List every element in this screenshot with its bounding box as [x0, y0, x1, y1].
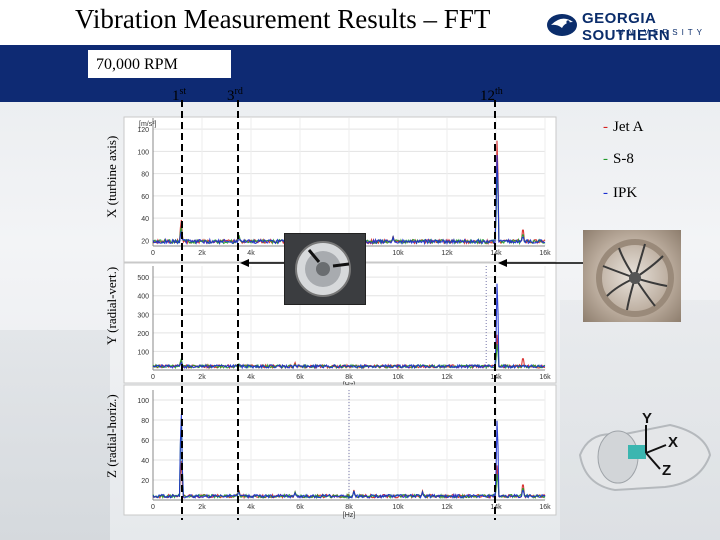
x-tick-label: 10k: [392, 504, 404, 511]
legend-swatch-jet-a: -: [603, 119, 608, 135]
cad-axis-x-label: X: [668, 434, 678, 451]
legend-item-ipk: - IPK: [603, 185, 637, 202]
x-tick-label: 2k: [198, 250, 206, 257]
y-tick-label: 40: [141, 216, 149, 223]
x-tick-label: 4k: [247, 250, 255, 257]
logo-text-university: UNIVERSITY: [618, 28, 707, 37]
background-building-right: [560, 300, 720, 540]
y-tick-label: 100: [137, 149, 149, 156]
x-tick-label: 16k: [539, 250, 551, 257]
legend-item-s8: - S-8: [603, 151, 634, 168]
series-line-ipk: [152, 413, 546, 500]
x-tick-label: 0: [151, 374, 155, 381]
y-tick-label: 400: [137, 294, 149, 301]
cad-axis-y-label: Y: [642, 410, 652, 427]
y-tick-label: 200: [137, 331, 149, 338]
y-tick-label: 300: [137, 312, 149, 319]
x-tick-label: 12k: [441, 504, 453, 511]
harmonic-label-12th: 12th: [480, 86, 503, 104]
legend-swatch-ipk: -: [603, 185, 608, 201]
x-tick-label: 0: [151, 250, 155, 257]
blade-photo: [284, 233, 366, 305]
y-tick-label: 80: [141, 418, 149, 425]
x-tick-label: 12k: [441, 250, 453, 257]
background-building-left: [0, 330, 110, 540]
eagle-logo-icon: [547, 14, 577, 36]
legend-label: S-8: [613, 151, 634, 167]
x-tick-label: 6k: [296, 374, 304, 381]
slide-title: Vibration Measurement Results – FFT: [75, 4, 491, 34]
x-tick-label: 16k: [539, 504, 551, 511]
rpm-label-box: [88, 50, 231, 78]
x-tick-label: 2k: [198, 374, 206, 381]
rpm-label: 70,000 RPM: [96, 56, 178, 73]
x-tick-label: 16k: [539, 374, 551, 381]
turbine-wheel-photo: [583, 230, 681, 322]
y-tick-label: 40: [141, 458, 149, 465]
series-line-ipk: [152, 283, 546, 370]
y-tick-label: 100: [137, 349, 149, 356]
y-unit-label: [m/s²]: [139, 121, 157, 128]
legend-label: IPK: [613, 185, 638, 201]
x-tick-label: 4k: [247, 504, 255, 511]
harmonic-label-3rd: 3rd: [227, 86, 243, 104]
x-tick-label: 14k: [490, 504, 502, 511]
y-tick-label: 120: [137, 127, 149, 134]
y-tick-label: 500: [137, 275, 149, 282]
cad-axis-z-label: Z: [662, 462, 671, 479]
legend-swatch-s8: -: [603, 151, 608, 167]
x-tick-label: 8k: [345, 374, 353, 381]
logo-text-name: GEORGIA SOUTHERN: [582, 10, 671, 44]
arrowhead-12th: [498, 259, 507, 267]
x-tick-label: 12k: [441, 374, 453, 381]
x-tick-label: 0: [151, 504, 155, 511]
legend-label: Jet A: [613, 119, 644, 135]
x-tick-label: 10k: [392, 250, 404, 257]
cad-model-image: Y X Z: [578, 410, 712, 492]
x-tick-label: 8k: [345, 504, 353, 511]
harmonic-label-1st: 1st: [172, 86, 187, 104]
university-logo: GEORGIA SOUTHERN UNIVERSITY: [545, 8, 720, 44]
arrowhead-3rd: [240, 259, 249, 267]
x-tick-label: 4k: [247, 374, 255, 381]
x-tick-label: 10k: [392, 374, 404, 381]
x-tick-label: 2k: [198, 504, 206, 511]
legend-item-jet-a: - Jet A: [603, 119, 643, 136]
cad-axes-model: Y X Z: [570, 395, 720, 515]
y-tick-label: 100: [137, 398, 149, 405]
blade-disc-image: [295, 241, 351, 297]
x-tick-label: 14k: [490, 374, 502, 381]
y-tick-label: 20: [141, 478, 149, 485]
x-tick-label: 6k: [296, 504, 304, 511]
y-tick-label: 60: [141, 194, 149, 201]
y-tick-label: 60: [141, 438, 149, 445]
x-tick-label: 14k: [490, 250, 502, 257]
y-tick-label: 20: [141, 238, 149, 245]
turbine-wheel-image: [596, 239, 674, 317]
y-tick-label: 80: [141, 172, 149, 179]
chart-panel-3: [123, 384, 557, 516]
x-axis-label: [Hz]: [343, 512, 356, 519]
